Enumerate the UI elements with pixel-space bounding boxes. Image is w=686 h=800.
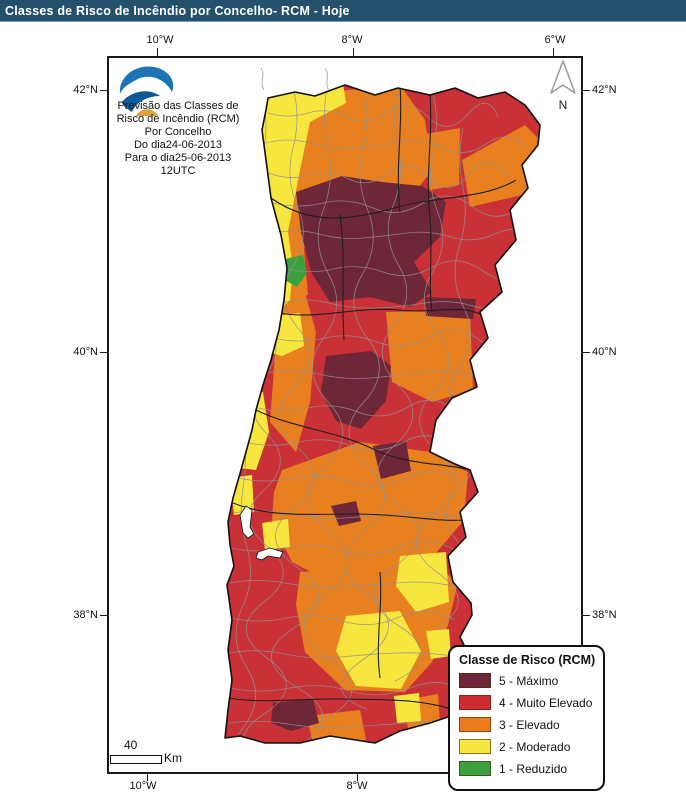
legend-swatch-muito-elevado (459, 695, 491, 710)
scale-bar-rect (110, 755, 162, 764)
info-line: Previsão das Classes de (117, 100, 239, 112)
legend-item: 4 - Muito Elevado (459, 695, 595, 710)
tick-right-42n (583, 90, 590, 91)
axis-left-38n: 38°N (73, 609, 98, 621)
page-title: Classes de Risco de Incêndio por Concelh… (5, 3, 350, 18)
legend-swatch-moderado (459, 739, 491, 754)
tick-bottom-8w (357, 773, 358, 781)
tick-right-40n (583, 352, 590, 353)
axis-left-40n: 40°N (73, 346, 98, 358)
legend-label: 4 - Muito Elevado (499, 695, 593, 710)
scale-unit: Km (164, 751, 182, 765)
legend-label: 1 - Reduzido (499, 761, 568, 776)
forecast-info-block: Previsão das Classes de Risco de Incêndi… (110, 100, 246, 178)
risk-regions-maximo (271, 176, 476, 731)
legend-swatch-maximo (459, 673, 491, 688)
axis-bottom-10w: 10°W (129, 780, 157, 792)
estuaries (239, 505, 284, 561)
legend-label: 2 - Moderado (499, 739, 571, 754)
tick-left-38n (100, 615, 107, 616)
risk-legend: Classe de Risco (RCM) 5 - Máximo 4 - Mui… (448, 645, 605, 791)
north-arrow: N (543, 58, 583, 112)
info-line: Para o dia25-06-2013 (124, 152, 232, 164)
axis-right-38n: 38°N (592, 609, 617, 621)
tick-right-38n (583, 615, 590, 616)
legend-title: Classe de Risco (RCM) (459, 653, 596, 667)
legend-swatch-reduzido (459, 761, 491, 776)
axis-top-10w: 10°W (146, 34, 174, 46)
info-line: Por Concelho (144, 126, 212, 138)
tick-bottom-10w (147, 773, 148, 781)
info-line: Risco de Incêndio (RCM) (116, 113, 240, 125)
info-line: Do dia24-06-2013 (133, 139, 223, 151)
tick-top-10w (157, 48, 158, 56)
north-arrow-icon (550, 60, 576, 94)
title-bar: Classes de Risco de Incêndio por Concelh… (0, 0, 686, 22)
risk-regions-elevado (268, 85, 540, 740)
tick-left-40n (100, 352, 107, 353)
legend-label: 5 - Máximo (499, 673, 559, 688)
legend-item: 5 - Máximo (459, 673, 595, 688)
ipma-logo (119, 66, 174, 116)
axis-right-40n: 40°N (592, 346, 617, 358)
district-boundaries (227, 85, 517, 713)
scale-value: 40 (124, 738, 138, 752)
legend-swatch-elevado (459, 717, 491, 732)
portugal-choropleth-map (224, 68, 541, 744)
axis-left-42n: 42°N (73, 84, 98, 96)
legend-item: 3 - Elevado (459, 717, 595, 732)
tick-left-42n (100, 90, 107, 91)
axis-top-8w: 8°W (341, 34, 363, 46)
tick-top-8w (353, 48, 354, 56)
legend-item: 1 - Reduzido (459, 761, 595, 776)
tick-top-6w (553, 48, 554, 56)
axis-right-42n: 42°N (592, 84, 617, 96)
municipal-boundaries (227, 85, 528, 743)
north-label: N (558, 98, 568, 112)
legend-label: 3 - Elevado (499, 717, 560, 732)
axis-bottom-8w: 8°W (346, 780, 368, 792)
info-line: 12UTC (160, 165, 196, 177)
axis-top-6w: 6°W (544, 34, 566, 46)
legend-item: 2 - Moderado (459, 739, 595, 754)
